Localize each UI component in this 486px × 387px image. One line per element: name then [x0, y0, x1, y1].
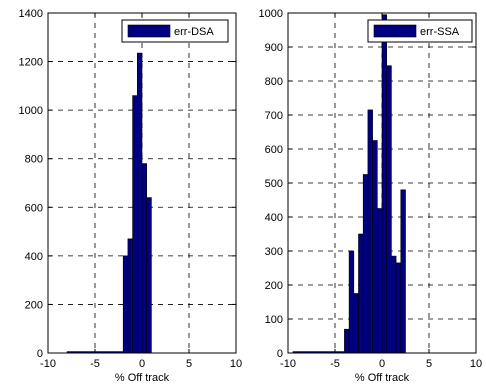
x-tick-label: -5 [90, 358, 100, 370]
histogram-err-dsa: -10 -5 0 5 10 0 200 400 600 800 1000 1200 1400 % Off… [19, 8, 243, 384]
histogram-bar [391, 255, 397, 354]
x-tick-label: 5 [426, 358, 432, 370]
histogram-bar [127, 238, 133, 354]
plot-area: -10 -5 0 5 10 0 200 400 600 800 1000 1200 1400 [19, 8, 243, 370]
histogram-bar [395, 262, 402, 354]
y-tick-label: 500 [265, 178, 283, 190]
y-tick-label: 400 [265, 212, 283, 224]
y-tick-label: 1000 [19, 105, 43, 117]
y-tick-label: 600 [265, 144, 283, 156]
y-tick-label: 1400 [19, 8, 43, 20]
y-tick-label: 800 [25, 154, 43, 166]
histogram-bar [344, 328, 350, 354]
x-tick-label: 10 [470, 358, 482, 370]
histogram-bar [381, 14, 387, 354]
y-tick-label: 800 [265, 76, 283, 88]
y-tick-label: 200 [25, 299, 43, 311]
y-tick-label: 0 [37, 348, 43, 360]
y-tick-label: 400 [25, 251, 43, 263]
histogram-bar [367, 109, 373, 354]
y-tick-label: 1200 [19, 57, 43, 69]
histogram-bar [137, 52, 143, 354]
y-tick-label: 200 [265, 280, 283, 292]
x-tick-label: -10 [40, 358, 56, 370]
legend-label-err-ssa: err-SSA [420, 26, 460, 38]
x-tick-label: 5 [186, 358, 192, 370]
y-tick-label: 100 [265, 314, 283, 326]
x-axis-label: % Off track [115, 372, 170, 384]
histogram-bar [348, 250, 355, 354]
legend-swatch-err-dsa [127, 24, 171, 38]
histogram-bar [122, 255, 129, 354]
histogram-bar [400, 189, 406, 354]
histogram-bar [376, 208, 383, 354]
y-tick-label: 900 [265, 42, 283, 54]
y-tick-label: 0 [277, 348, 283, 360]
histogram-bar [132, 95, 138, 354]
y-tick-label: 600 [25, 202, 43, 214]
histogram-bar [386, 65, 392, 354]
histogram-bar [372, 140, 378, 354]
x-tick-label: -10 [280, 358, 296, 370]
x-axis-label: % Off track [355, 372, 410, 384]
legend-swatch-err-ssa [373, 24, 417, 38]
x-tick-label: 0 [379, 358, 385, 370]
plot-area: -10 -5 0 5 100100200300400500600700800900100… [259, 8, 483, 370]
histogram-err-ssa: -10 -5 0 5 100100200300400500600700800900100… [259, 8, 483, 384]
histogram-bar [353, 293, 359, 354]
x-tick-label: -5 [330, 358, 340, 370]
x-tick-label: 10 [230, 358, 242, 370]
legend-label-err-dsa: err-DSA [174, 26, 214, 38]
y-tick-label: 1000 [259, 8, 283, 20]
y-tick-label: 700 [265, 110, 283, 122]
x-tick-label: 0 [139, 358, 145, 370]
histogram-bar [362, 174, 369, 354]
histogram-bar [146, 197, 152, 354]
y-tick-label: 300 [265, 246, 283, 258]
histogram-bar [141, 163, 147, 354]
histogram-bar [358, 233, 364, 354]
